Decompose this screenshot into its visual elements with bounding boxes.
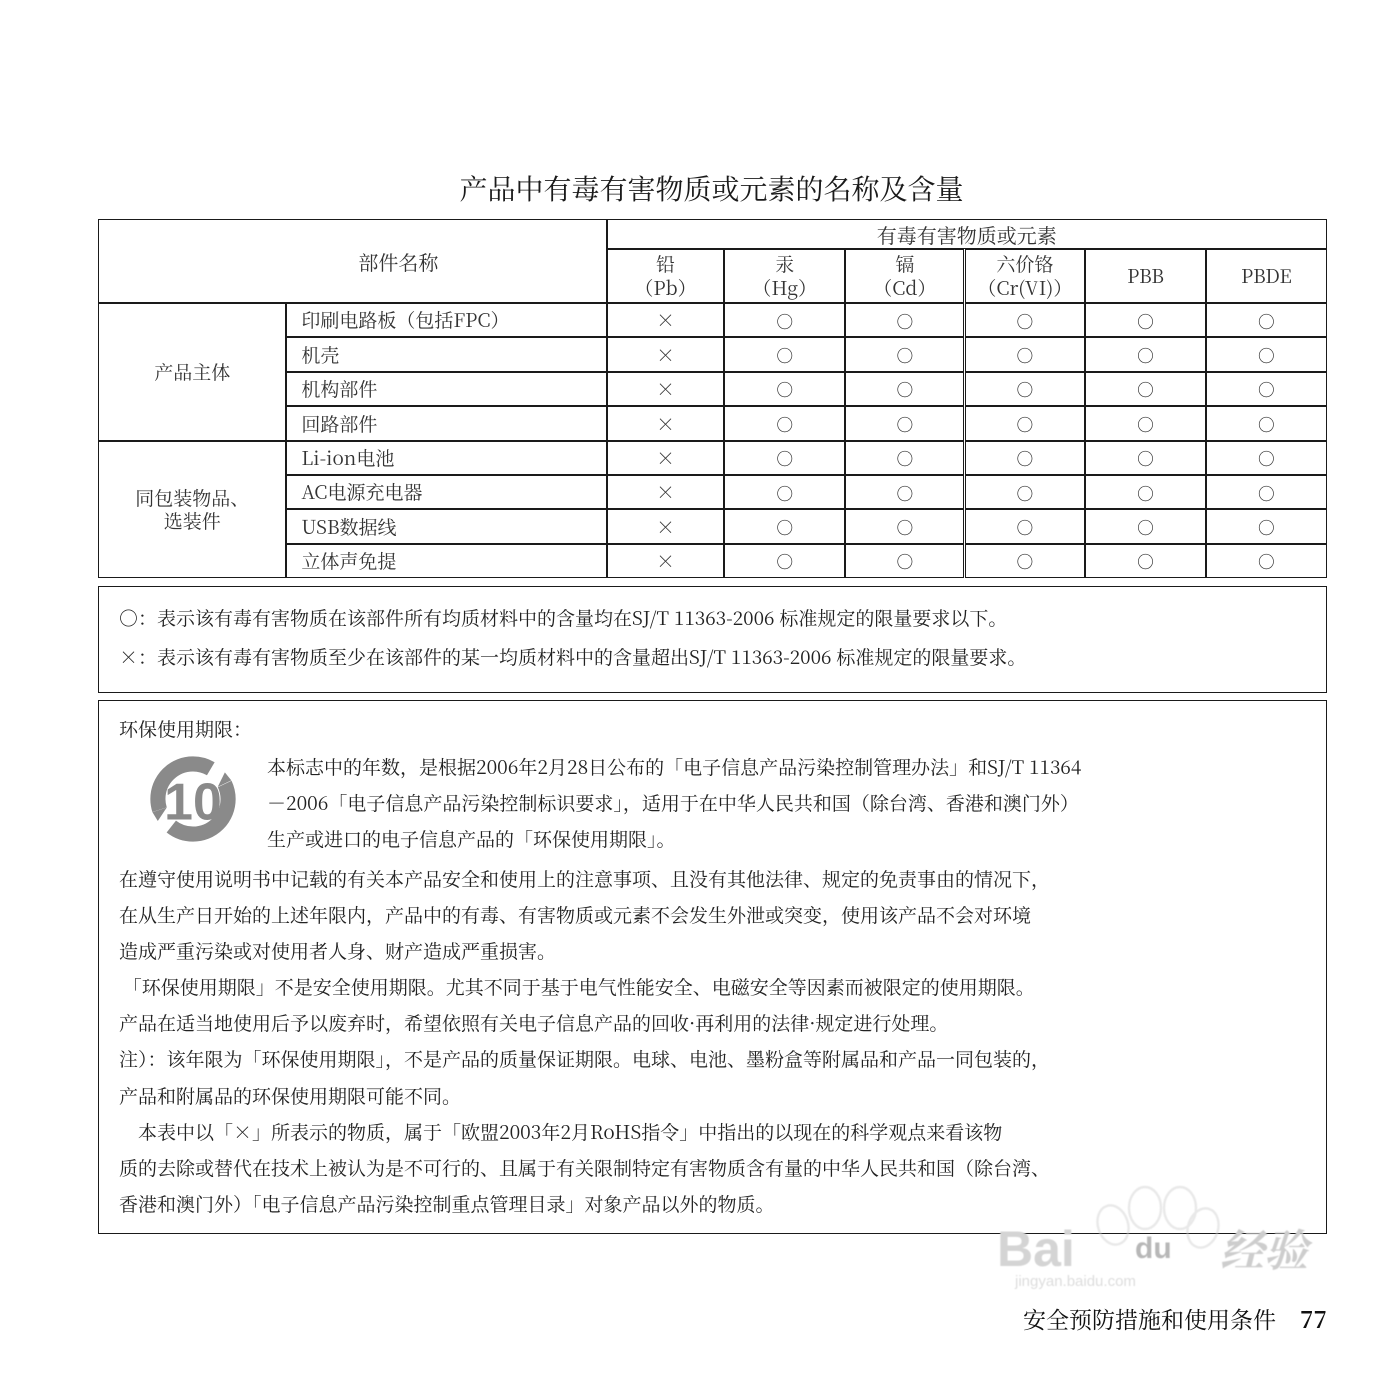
svg-text:jingyan.baidu.com: jingyan.baidu.com [1014, 1273, 1136, 1290]
svg-text:du: du [1135, 1232, 1172, 1265]
svg-text:10: 10 [164, 773, 222, 831]
svg-text:经验: 经验 [1220, 1215, 1313, 1279]
svg-text:Bai: Bai [997, 1221, 1075, 1277]
